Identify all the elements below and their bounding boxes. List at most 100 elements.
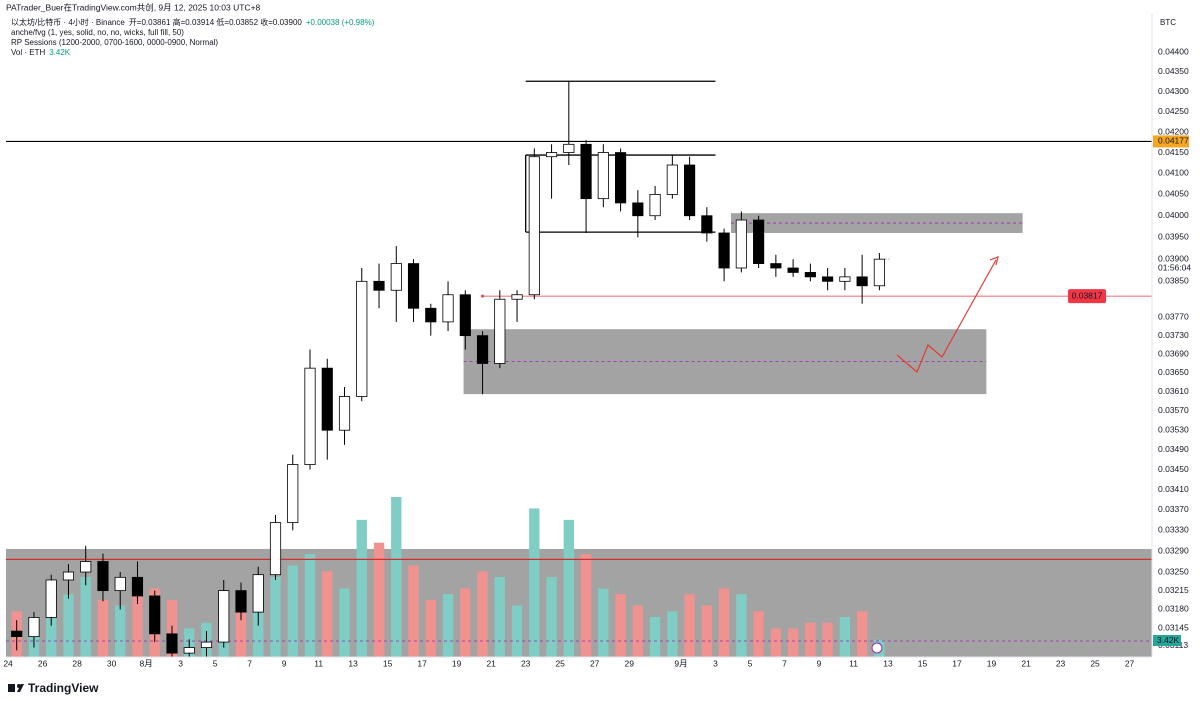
x-tick-label: 23 xyxy=(521,658,531,668)
y-tick-label: 0.03730 xyxy=(1158,330,1189,340)
volume-bar xyxy=(373,542,385,657)
candle-body xyxy=(873,258,885,287)
candle-body xyxy=(356,280,368,397)
candle-body xyxy=(304,367,316,465)
candle-body xyxy=(45,579,57,618)
volume-bar xyxy=(856,611,868,657)
y-tick-label: 0.04100 xyxy=(1158,168,1189,178)
x-tick-label: 7 xyxy=(782,658,787,668)
candles xyxy=(11,81,885,657)
last-price-label: 0.03900 xyxy=(1158,253,1189,263)
x-tick-label: 27 xyxy=(1125,658,1135,668)
x-tick-label: 19 xyxy=(987,658,997,668)
legend-symbol: 以太坊/比特币 · 4小时 · Binance 开=0.03861 高=0.039… xyxy=(11,17,375,27)
candle-body xyxy=(97,561,109,592)
volume-bar xyxy=(770,628,782,657)
candle-body xyxy=(149,595,161,635)
line-anchor xyxy=(481,294,485,298)
x-tick-label: 21 xyxy=(486,658,496,668)
candle-body xyxy=(390,263,402,291)
ohlc: 开=0.03861 高=0.03914 低=0.03852 收=0.03900 xyxy=(129,17,303,27)
y-tick-label: 0.04300 xyxy=(1158,86,1189,96)
candle-body xyxy=(822,276,834,282)
x-tick-label: 11 xyxy=(314,658,323,668)
y-tick-label: 0.03410 xyxy=(1158,484,1189,494)
x-tick-label: 5 xyxy=(213,658,218,668)
candle-body xyxy=(580,143,592,200)
candle-body xyxy=(528,156,540,296)
x-tick-label: 15 xyxy=(918,658,928,668)
y-tick-label: 0.03570 xyxy=(1158,405,1189,415)
x-tick-label: 9月 xyxy=(674,658,687,668)
x-tick-label: 13 xyxy=(348,658,358,668)
volume-label: 3.42K xyxy=(1157,635,1180,645)
y-tick-label: 0.03770 xyxy=(1158,312,1189,322)
volume-bar xyxy=(425,599,436,657)
volume-bar xyxy=(460,588,471,657)
volume-bar xyxy=(598,588,609,657)
volume-bar xyxy=(115,605,126,657)
y-tick-label: 0.03690 xyxy=(1158,348,1189,358)
y-tick-label: 0.03530 xyxy=(1158,424,1189,434)
candle-body xyxy=(839,276,851,282)
volume-bar xyxy=(97,599,109,657)
volume-bar xyxy=(787,628,799,657)
y-tick-label: 0.03610 xyxy=(1158,386,1189,396)
x-tick-label: 23 xyxy=(1056,658,1066,668)
candle-body xyxy=(338,396,351,431)
y-tick-label: 0.04250 xyxy=(1158,106,1189,116)
x-tick-label: 15 xyxy=(383,658,393,668)
candle-body xyxy=(545,152,558,158)
axes: 0.044000.043500.043000.042500.042000.041… xyxy=(3,46,1191,668)
indicator: RP Sessions (1200-2000, 0700-1600, 0000-… xyxy=(11,38,218,47)
y-tick-label: 0.04150 xyxy=(1158,147,1189,157)
logo-text: TradingView xyxy=(28,681,99,695)
volume-bar xyxy=(684,594,695,657)
candle-body xyxy=(373,280,385,291)
candle-body xyxy=(511,294,523,300)
volume-bar xyxy=(477,571,488,657)
candle-body xyxy=(166,633,178,654)
candle-body xyxy=(718,232,730,269)
price-label-bg xyxy=(1153,135,1189,148)
volume-bar xyxy=(408,565,419,657)
change: +0.00038 (+0.98%) xyxy=(306,18,375,27)
y-tick-label: 0.03850 xyxy=(1158,276,1189,286)
candle-body xyxy=(666,164,678,195)
x-tick-label: 19 xyxy=(452,658,462,668)
volume-bar xyxy=(563,519,574,657)
zone xyxy=(463,329,987,395)
candle-body xyxy=(11,630,23,637)
candle-body xyxy=(597,152,609,200)
arrow xyxy=(896,259,997,373)
x-tick-label: 25 xyxy=(1090,658,1100,668)
countdown: 01:56:04 xyxy=(1158,262,1191,272)
volume-bar xyxy=(736,594,747,657)
y-tick-label: 0.03950 xyxy=(1158,232,1189,242)
volume-bar xyxy=(753,611,764,657)
candle-body xyxy=(287,464,299,523)
y-tick-label: 0.04400 xyxy=(1158,46,1189,56)
volume-bar xyxy=(356,519,367,657)
x-tick-label: 13 xyxy=(883,658,893,668)
volume-bar xyxy=(253,599,264,657)
volume-bar xyxy=(80,577,91,657)
credit: PATrader_Buer在TradingView.com共创, 9月 12, … xyxy=(6,2,261,12)
currency: BTC xyxy=(1160,18,1176,27)
event-icon[interactable] xyxy=(871,642,883,654)
x-tick-label: 7 xyxy=(247,658,252,668)
volume-bar xyxy=(667,611,678,657)
y-tick-label: 0.03290 xyxy=(1158,545,1189,555)
y-tick-label: 0.04000 xyxy=(1158,210,1189,220)
volume-bar xyxy=(546,577,557,657)
candle-body xyxy=(425,307,437,323)
arrow-head xyxy=(989,256,999,266)
candle-body xyxy=(787,267,799,273)
volume-bar xyxy=(304,554,316,657)
volume-bar xyxy=(822,622,833,657)
y-tick-label: 0.03650 xyxy=(1158,367,1189,377)
logo-mark xyxy=(17,684,24,692)
candle-body xyxy=(407,263,420,309)
